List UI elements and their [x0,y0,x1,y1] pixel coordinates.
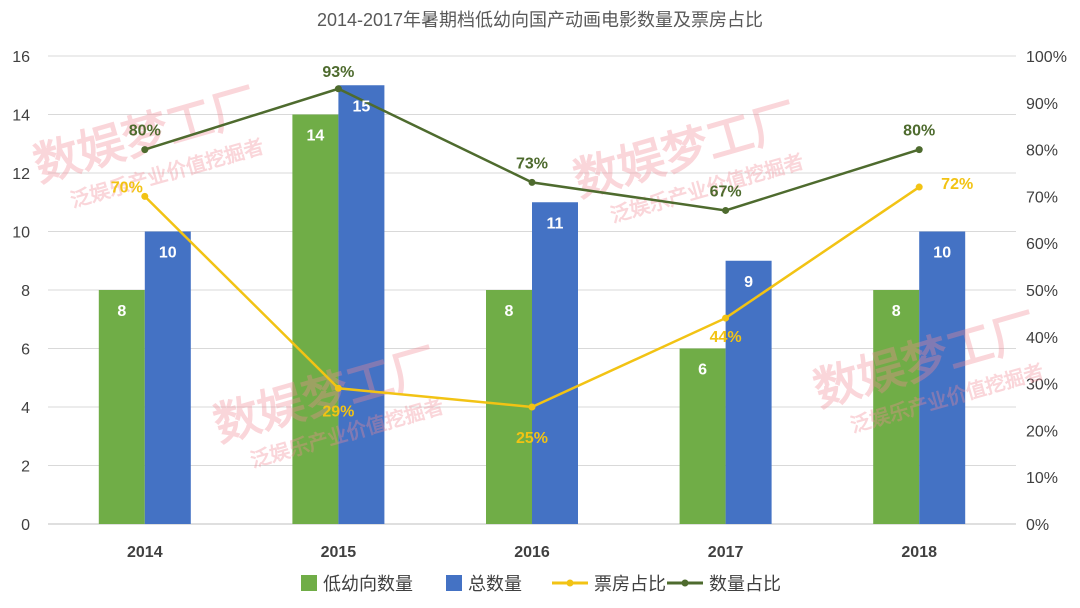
line-data-label: 25% [516,430,548,447]
line-point [141,192,149,200]
legend: 低幼向数量 总数量 票房占比 数量占比 [301,574,781,594]
y2-tick-label: 80% [1026,143,1058,160]
legend-total-count: 总数量 [468,574,522,594]
y-tick-label: 10 [12,225,30,242]
line-point [528,178,536,186]
line-data-label: 70% [111,179,143,196]
line-point [141,146,149,154]
legend-box-office-share: 票房占比 [594,574,666,594]
y-axis-left: 0 2 4 6 8 10 12 14 16 [12,49,30,534]
line-data-label: 44% [710,329,742,346]
bar-data-label: 11 [547,215,564,232]
line-data-label: 80% [129,123,161,140]
x-tick-label: 2017 [708,544,744,561]
x-tick-label: 2014 [127,544,163,561]
line-data-label: 80% [903,123,935,140]
legend-swatch-low-age-count [301,575,317,591]
line-data-label: 29% [322,403,354,420]
line-point [722,206,730,214]
bar-data-label: 8 [505,303,514,320]
y-tick-label: 6 [21,342,30,359]
y2-tick-label: 40% [1026,330,1058,347]
y-tick-label: 14 [12,108,30,125]
bar [725,260,772,524]
bar-data-label: 10 [933,245,951,262]
legend-marker-count-share [681,579,689,587]
bars [98,85,966,524]
x-tick-label: 2016 [514,544,550,561]
bar-data-label: 8 [892,303,901,320]
y2-tick-label: 90% [1026,96,1058,113]
bar-data-label: 10 [159,245,177,262]
bar [292,114,339,524]
y2-tick-label: 70% [1026,189,1058,206]
y2-tick-label: 0% [1026,517,1049,534]
line-data-label: 93% [322,64,354,81]
line-point [334,85,342,93]
y2-tick-label: 60% [1026,236,1058,253]
bar-data-label: 8 [117,303,126,320]
bar [98,290,145,524]
line-point [334,384,342,392]
y-tick-label: 8 [21,283,30,300]
data-labels: 8 14 8 6 8 10 15 11 9 10 70% 29% 25% 44% 72% 80% 93% 73% 6… [111,64,973,447]
y-tick-label: 2 [21,459,30,476]
line-data-label: 72% [941,176,973,193]
y2-tick-label: 20% [1026,423,1058,440]
y-tick-label: 16 [12,49,30,66]
legend-low-age-count: 低幼向数量 [323,574,413,594]
bar [873,290,920,524]
bar [338,85,385,524]
line-point [915,146,923,154]
bar-data-label: 14 [307,128,325,145]
y2-tick-label: 10% [1026,470,1058,487]
bar [919,231,966,524]
lines [141,85,923,411]
line-point [915,183,923,191]
legend-count-share: 数量占比 [709,574,781,594]
legend-marker-box-office-share [566,579,574,587]
y-tick-label: 12 [12,166,30,183]
x-axis: 2014 2015 2016 2017 2018 [127,544,937,561]
bar-data-label: 6 [698,362,707,379]
bar [679,348,726,524]
y2-tick-label: 50% [1026,283,1058,300]
chart-title: 2014-2017年暑期档低幼向国产动画电影数量及票房占比 [317,10,763,30]
y-tick-label: 4 [21,400,30,417]
line-data-label: 67% [710,183,742,200]
line-data-label: 73% [516,155,548,172]
x-tick-label: 2015 [321,544,357,561]
x-tick-label: 2018 [901,544,937,561]
bar-data-label: 15 [353,98,371,115]
bar [144,231,191,524]
bar [532,202,578,524]
line-point [528,403,536,411]
y-axis-right: 0% 10% 20% 30% 40% 50% 60% 70% 80% 90% 100% [1026,49,1067,534]
legend-swatch-total-count [446,575,462,591]
y-tick-label: 0 [21,517,30,534]
line-point [722,314,730,322]
y2-tick-label: 30% [1026,377,1058,394]
bar-data-label: 9 [744,274,753,291]
y2-tick-label: 100% [1026,49,1067,66]
